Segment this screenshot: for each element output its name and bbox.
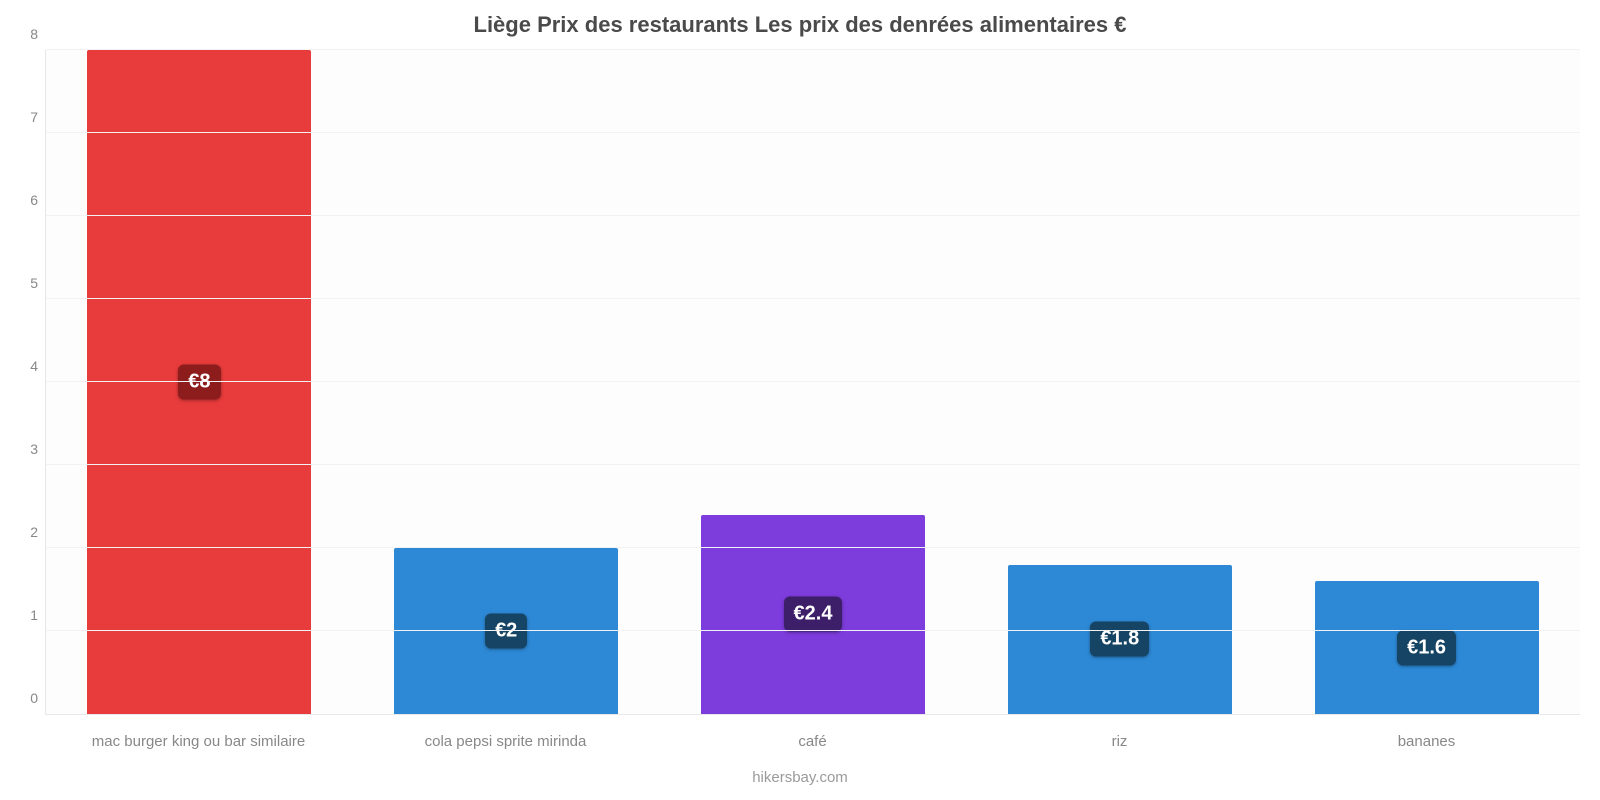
bar-value-label: €2 [485, 614, 527, 649]
y-tick-label: 7 [30, 109, 38, 125]
bar: €1.8 [1008, 565, 1232, 714]
gridline [46, 381, 1580, 382]
y-tick-label: 6 [30, 192, 38, 208]
gridline [46, 547, 1580, 548]
bars-row: €8 €2 €2.4 €1.8 €1.6 [46, 50, 1580, 714]
y-tick-label: 8 [30, 26, 38, 42]
x-tick-label: mac burger king ou bar similaire [45, 733, 352, 750]
bar: €1.6 [1315, 581, 1539, 714]
y-tick-label: 4 [30, 358, 38, 374]
x-tick-label: riz [966, 733, 1273, 750]
gridline [46, 464, 1580, 465]
bar-value-label: €1.6 [1397, 630, 1456, 665]
plot-area: €8€2€2.4€1.8€1.6 012345678 [45, 50, 1580, 715]
bar: €2 [394, 548, 618, 714]
gridline [46, 215, 1580, 216]
gridline [46, 49, 1580, 50]
price-bar-chart: Liège Prix des restaurants Les prix des … [0, 0, 1600, 800]
gridline [46, 132, 1580, 133]
chart-credit: hikersbay.com [0, 769, 1600, 786]
bar-slot: €8 [46, 50, 353, 714]
bar-slot: €2 [353, 50, 660, 714]
bar-value-label: €2.4 [784, 597, 843, 632]
y-tick-label: 1 [30, 607, 38, 623]
bar-slot: €2.4 [660, 50, 967, 714]
bar-value-label: €8 [178, 365, 220, 400]
y-tick-label: 3 [30, 441, 38, 457]
x-tick-label: café [659, 733, 966, 750]
x-tick-label: bananes [1273, 733, 1580, 750]
bar-value-label: €1.8 [1090, 622, 1149, 657]
bar: €8 [87, 50, 311, 714]
y-tick-label: 5 [30, 275, 38, 291]
x-tick-label: cola pepsi sprite mirinda [352, 733, 659, 750]
chart-title: Liège Prix des restaurants Les prix des … [0, 12, 1600, 38]
bar-slot: €1.6 [1273, 50, 1580, 714]
y-tick-label: 2 [30, 524, 38, 540]
gridline [46, 298, 1580, 299]
bar-slot: €1.8 [966, 50, 1273, 714]
y-tick-label: 0 [30, 690, 38, 706]
x-axis-labels: mac burger king ou bar similairecola pep… [45, 733, 1580, 750]
bar: €2.4 [701, 515, 925, 714]
gridline [46, 630, 1580, 631]
